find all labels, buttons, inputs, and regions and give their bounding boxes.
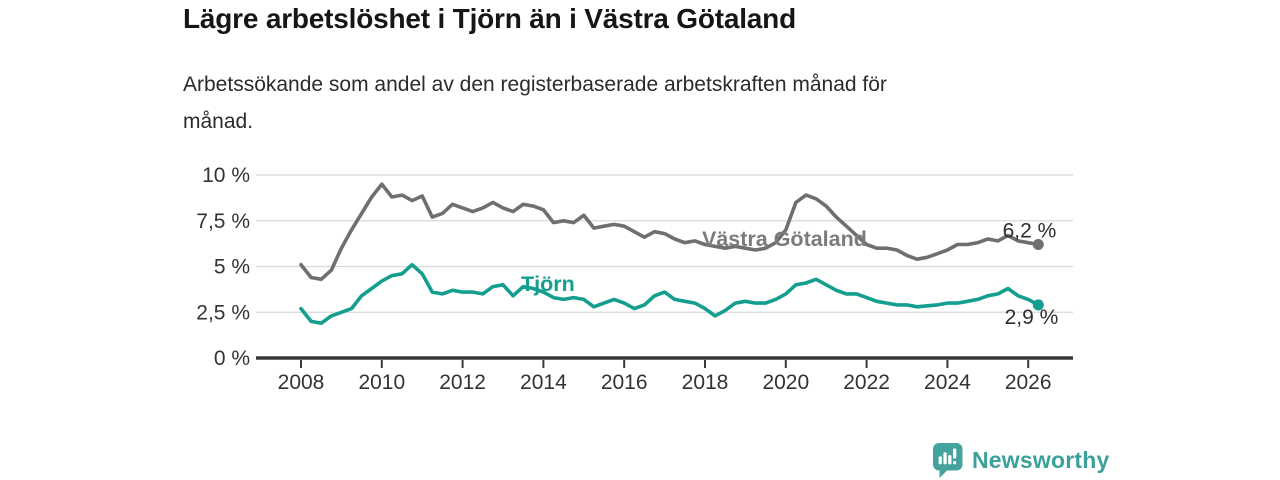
- subtitle-line-1: Arbetssökande som andel av den registerb…: [183, 73, 887, 96]
- x-tick-label: 2024: [924, 371, 971, 394]
- y-tick-label: 7,5 %: [196, 210, 250, 233]
- x-tick-label: 2018: [682, 371, 729, 394]
- series-label-tjorn: Tjörn: [521, 272, 575, 296]
- end-value-label-tjorn: 2,9 %: [1005, 306, 1059, 329]
- series-line-vastra-gotaland: [299, 182, 1041, 282]
- page-title: Lägre arbetslöshet i Tjörn än i Västra G…: [183, 3, 796, 34]
- y-tick-label: 2,5 %: [196, 301, 250, 324]
- end-dot-tjorn: [1032, 299, 1044, 311]
- x-tick-label: 2014: [520, 371, 567, 394]
- x-tick-label: 2010: [358, 371, 405, 394]
- newsworthy-logo-icon: [933, 443, 963, 478]
- x-tick-label: 2020: [762, 371, 809, 394]
- x-tick-label: 2008: [278, 371, 325, 394]
- x-tick-label: 2016: [601, 371, 648, 394]
- x-tick-label: 2026: [1005, 371, 1052, 394]
- series-line-tjorn: [299, 262, 1041, 325]
- y-tick-label: 5 %: [214, 256, 250, 279]
- series-label-vastra-gotaland: Västra Götaland: [702, 227, 867, 251]
- brand-footer[interactable]: Newsworthy: [933, 443, 1109, 478]
- line-chart: 0 % 2,5 % 5 % 7,5 % 10 % 2008 2010 2012 2014 2016…: [180, 156, 1100, 406]
- unemployment-line-chart-svg: 0 % 2,5 % 5 % 7,5 % 10 % 2008 2010 2012 2014 2016…: [196, 164, 1073, 394]
- brand-name: Newsworthy: [972, 447, 1110, 473]
- end-dot-vastra-gotaland: [1032, 239, 1044, 251]
- x-tick-label: 2022: [843, 371, 890, 394]
- subtitle-line-2: månad.: [183, 110, 254, 133]
- y-tick-label: 0 %: [214, 347, 250, 370]
- x-tick-label: 2012: [439, 371, 486, 394]
- end-value-label-vastra-gotaland: 6,2 %: [1003, 220, 1057, 243]
- chart-subtitle: Arbetssökande som andel av den registerb…: [183, 66, 887, 140]
- y-tick-label: 10 %: [202, 164, 250, 187]
